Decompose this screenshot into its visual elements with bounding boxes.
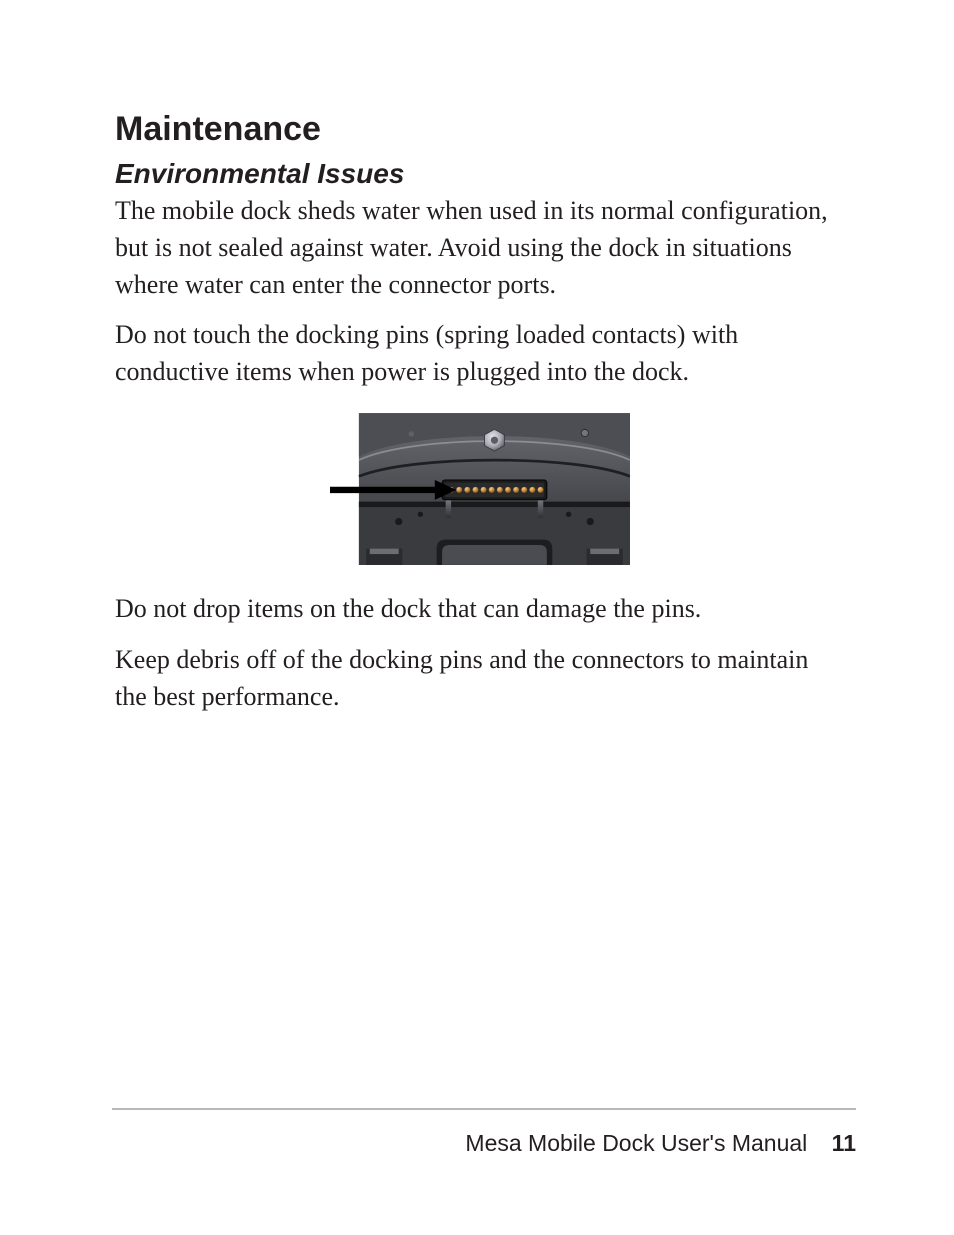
manual-page: Maintenance Environmental Issues The mob… — [0, 0, 954, 1235]
section-heading: Maintenance — [115, 110, 844, 149]
body-paragraph: The mobile dock sheds water when used in… — [115, 193, 844, 304]
footer-manual-title: Mesa Mobile Dock User's Manual — [465, 1130, 807, 1156]
footer-page-number: 11 — [832, 1130, 856, 1156]
figure-container — [115, 405, 844, 573]
body-paragraph: Keep debris off of the docking pins and … — [115, 642, 844, 716]
page-footer: Mesa Mobile Dock User's Manual 11 — [112, 1108, 856, 1157]
body-paragraph: Do not drop items on the dock that can d… — [115, 591, 844, 628]
body-paragraph: Do not touch the docking pins (spring lo… — [115, 317, 844, 391]
docking-pins-figure — [330, 405, 630, 573]
footer-rule — [112, 1108, 856, 1110]
subsection-heading: Environmental Issues — [115, 157, 844, 191]
